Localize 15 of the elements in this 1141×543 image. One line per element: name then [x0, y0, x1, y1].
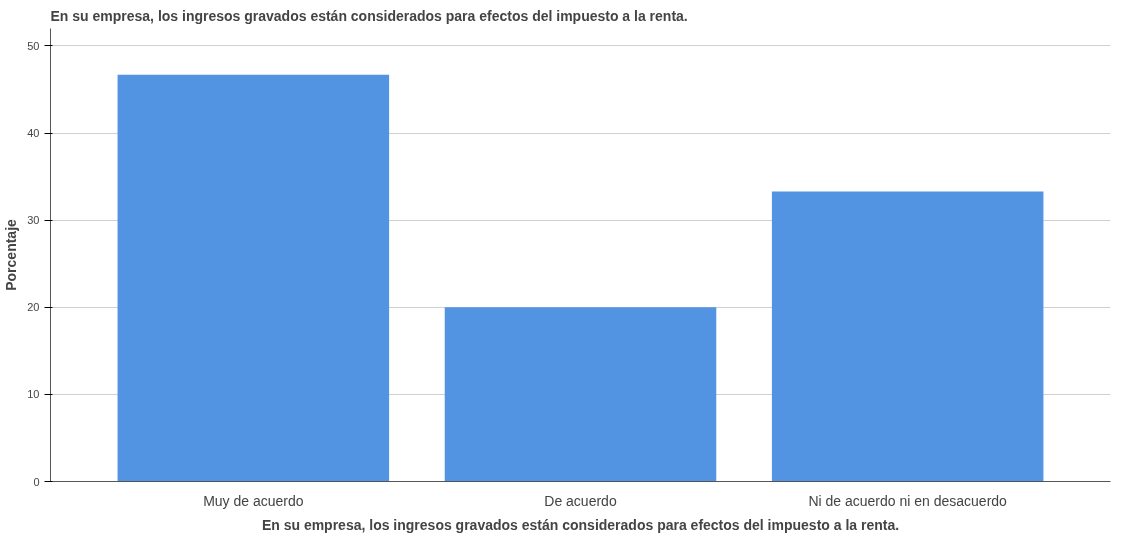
y-tick-label: 40: [27, 127, 40, 140]
y-tick-label: 0: [33, 475, 40, 488]
x-tick-label: De acuerdo: [544, 492, 617, 509]
chart-title: En su empresa, los ingresos gravados están considerados para efectos del impuesto a la renta.: [50, 7, 688, 24]
x-axis-title: En su empresa, los ingresos gravados están considerados para efectos del impuesto a la renta.: [261, 516, 900, 533]
bar: [771, 191, 1044, 482]
x-tick-label: Ni de acuerdo ni en desacuerdo: [808, 492, 1008, 509]
y-tick-label: 10: [27, 388, 40, 401]
y-axis-title: Porcentaje: [3, 218, 20, 291]
y-tick-label: 50: [27, 39, 40, 52]
y-tick-label: 20: [27, 301, 40, 314]
bar: [117, 74, 390, 482]
y-tick-label: 30: [27, 214, 40, 227]
x-tick-label: Muy de acuerdo: [203, 492, 304, 509]
bar: [444, 307, 717, 482]
